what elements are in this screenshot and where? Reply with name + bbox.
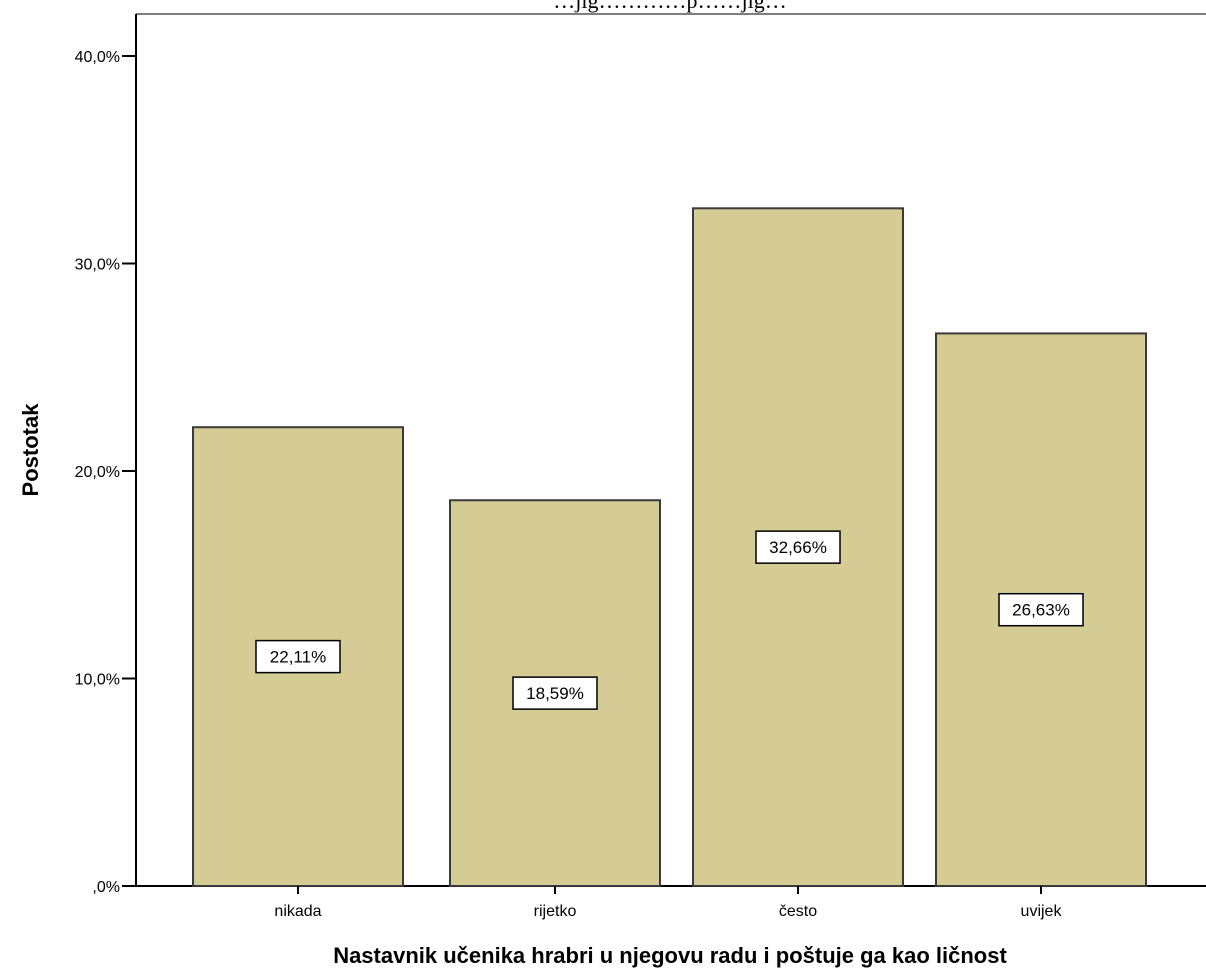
y-tick-label: ,0% <box>92 879 120 896</box>
chart-title: …jig…………p……jig… <box>553 0 786 13</box>
x-axis-ticks: nikada rijetko često uvijek <box>274 886 1062 920</box>
x-tick-label: često <box>779 903 817 920</box>
x-axis-title: Nastavnik učenika hrabri u njegovu radu … <box>333 943 1007 968</box>
data-label-box <box>755 530 841 564</box>
data-label: 32,66% <box>769 538 827 557</box>
y-axis-title: Postotak <box>18 403 43 497</box>
data-label: 26,63% <box>1012 601 1070 620</box>
y-tick-label: 30,0% <box>75 257 120 274</box>
y-tick-label: 40,0% <box>75 49 120 66</box>
data-label-box <box>998 592 1084 627</box>
x-tick-label: uvijek <box>1021 903 1063 920</box>
data-label-box <box>512 676 598 710</box>
x-tick-label: nikada <box>274 903 321 920</box>
x-tick-label: rijetko <box>534 903 577 920</box>
y-tick-label: 20,0% <box>75 464 120 481</box>
y-tick-label: 10,0% <box>75 672 120 689</box>
data-label-box <box>255 639 341 674</box>
data-label: 22,11% <box>270 648 326 667</box>
data-label: 18,59% <box>526 684 584 703</box>
y-axis-ticks: ,0% 10,0% 20,0% 30,0% 40,0% <box>75 49 136 896</box>
bars-group: 22,11% 18,59% 32,66% 26,63% <box>192 207 1147 887</box>
